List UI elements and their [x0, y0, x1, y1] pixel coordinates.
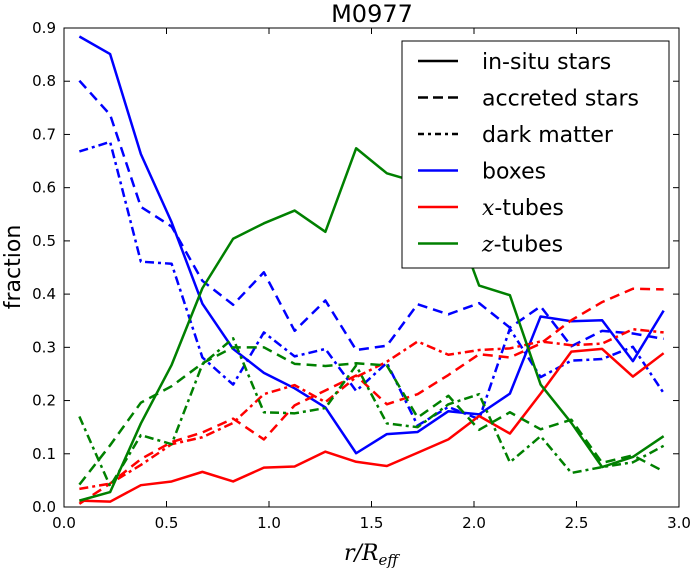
x-tick-label: 3.0	[667, 514, 691, 532]
y-tick-label: 0.7	[32, 125, 56, 143]
x-axis-label-text: r/Reff	[344, 541, 400, 568]
y-tick-label: 0.3	[32, 338, 56, 356]
legend-label: in-situ stars	[482, 50, 611, 75]
x-tick-labels: 0.0 0.5 1.0 1.5 2.0 2.5 3.0	[52, 514, 691, 532]
series-line-x-tubes-dark-matter	[79, 327, 664, 491]
series-line-boxes-in-situ-stars	[78, 35, 665, 455]
y-tick-label: 0.6	[32, 179, 56, 197]
y-tick-label: 0.8	[32, 72, 56, 90]
legend-label: boxes	[482, 160, 546, 185]
y-tick-label: 0.4	[32, 285, 56, 303]
series-line-z-tubes-dark-matter	[78, 337, 665, 488]
series-line-boxes-accreted-stars	[78, 79, 664, 352]
series-line-x-tubes-in-situ-stars	[79, 347, 665, 503]
y-tick-label: 0.1	[32, 445, 56, 463]
x-tick-label: 0.5	[155, 514, 179, 532]
x-tick-label: 2.0	[462, 514, 486, 532]
y-tick-label: 0.0	[32, 498, 56, 516]
series-layer	[78, 35, 665, 505]
legend-label: accreted stars	[482, 87, 639, 112]
y-axis-label: fraction	[1, 225, 26, 310]
y-tick-label: 0.9	[32, 19, 56, 37]
y-tick-label: 0.5	[32, 232, 56, 250]
series-line-z-tubes-in-situ-stars	[79, 147, 665, 502]
x-tick-label: 0.0	[52, 514, 76, 532]
axes-border	[63, 27, 680, 508]
series-line-boxes-dark-matter	[79, 140, 665, 427]
x-tick-label: 1.0	[257, 514, 281, 532]
series-line-z-tubes-accreted-stars	[78, 346, 665, 486]
legend-label: z-tubes	[481, 233, 563, 258]
series-line-x-tubes-accreted-stars	[78, 287, 664, 505]
legend: in-situ stars accreted stars dark matter bo…	[401, 40, 670, 269]
chart-title: M0977	[331, 0, 413, 28]
legend-label: x-tubes	[482, 196, 564, 221]
legend-label: dark matter	[482, 123, 614, 148]
x-axis-label: r/Reff	[344, 541, 400, 568]
x-tick-label: 1.5	[360, 514, 384, 532]
legend-frame	[401, 40, 670, 269]
y-tick-label: 0.2	[32, 392, 56, 410]
y-tick-labels: 0.0 0.1 0.2 0.3 0.4 0.5 0.6 0.7 0.8 0.9	[32, 19, 56, 516]
x-tick-label: 2.5	[565, 514, 589, 532]
